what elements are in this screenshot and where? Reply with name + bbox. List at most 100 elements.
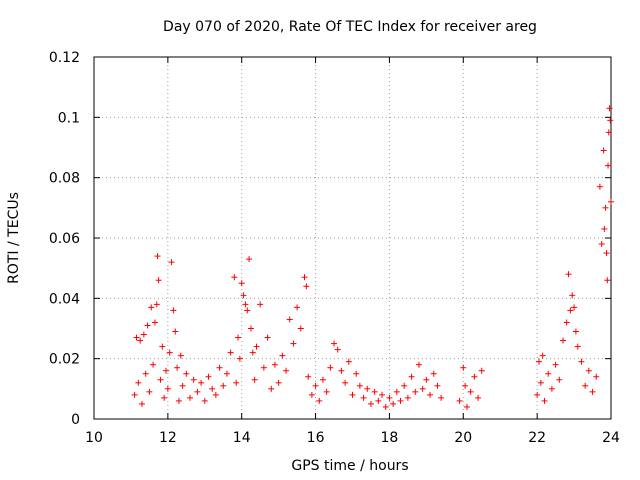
grid-lines [94,57,611,419]
data-point [163,367,170,374]
data-point [179,382,186,389]
data-point [131,391,138,398]
data-point [539,352,546,359]
data-point [578,358,585,365]
data-point [598,241,605,248]
data-point [606,105,613,112]
data-point [589,388,596,395]
data-point [585,367,592,374]
data-point [356,382,363,389]
data-point [170,307,177,314]
data-point [220,382,227,389]
data-point [137,337,144,344]
data-point [271,361,278,368]
y-tick-label: 0.06 [49,231,80,247]
data-point [605,162,612,169]
data-point [190,376,197,383]
x-tick-label: 22 [528,430,546,446]
data-point [412,388,419,395]
data-point [602,204,609,211]
data-point [249,349,256,356]
data-point [478,367,485,374]
data-point [607,117,614,124]
data-point [438,394,445,401]
data-point [349,391,356,398]
data-point [194,388,201,395]
data-point [316,397,323,404]
data-point [367,400,374,407]
data-point [279,352,286,359]
data-point [168,259,175,266]
data-point [552,361,559,368]
data-points [131,105,614,410]
x-tick-label: 16 [307,430,325,446]
data-point [166,349,173,356]
x-tick-label: 10 [85,430,103,446]
data-point [183,370,190,377]
data-point [308,391,315,398]
data-point [233,379,240,386]
data-point [275,379,282,386]
data-point [334,346,341,353]
data-point [601,225,608,232]
data-point [375,397,382,404]
data-point [305,373,312,380]
chart-title: Day 070 of 2020, Rate Of TEC Index for r… [163,19,537,35]
data-point [140,331,147,338]
data-point [427,391,434,398]
data-point [556,376,563,383]
data-point [471,373,478,380]
y-tick-label: 0.02 [49,352,80,368]
x-axis-label: GPS time / hours [291,458,408,474]
data-point [456,397,463,404]
y-tick-label: 0 [71,412,80,428]
data-point [571,304,578,311]
data-point [177,352,184,359]
data-point [212,391,219,398]
data-point [260,364,267,371]
data-point [401,382,408,389]
data-point [541,397,548,404]
data-point [231,274,238,281]
data-point [150,361,157,368]
data-point [242,301,249,308]
data-point [545,370,552,377]
data-point [415,361,422,368]
data-point [323,388,330,395]
y-tick-labels: 0 0.02 0.04 0.06 0.08 0.1 0.12 [49,50,80,428]
data-point [205,373,212,380]
data-point [264,334,271,341]
data-point [319,376,326,383]
data-point [174,364,181,371]
data-point [154,253,161,260]
data-point [345,358,352,365]
data-point [593,373,600,380]
y-tick-label: 0.04 [49,291,80,307]
data-point [603,250,610,257]
data-point [467,388,474,395]
data-point [419,385,426,392]
data-point [567,307,574,314]
data-point [535,358,542,365]
data-point [572,328,579,335]
data-point [268,385,275,392]
data-point [303,283,310,290]
y-axis-label: ROTI / TECUs [6,192,22,284]
data-point [423,376,430,383]
data-point [331,340,338,347]
data-point [327,364,334,371]
x-tick-label: 14 [233,430,251,446]
x-tick-label: 12 [159,430,177,446]
data-point [386,394,393,401]
data-point [257,301,264,308]
data-point [246,256,253,263]
data-point [290,340,297,347]
data-point [135,379,142,386]
data-point [151,319,158,326]
data-point [235,334,242,341]
data-point [286,316,293,323]
data-point [574,343,581,350]
data-point [371,388,378,395]
